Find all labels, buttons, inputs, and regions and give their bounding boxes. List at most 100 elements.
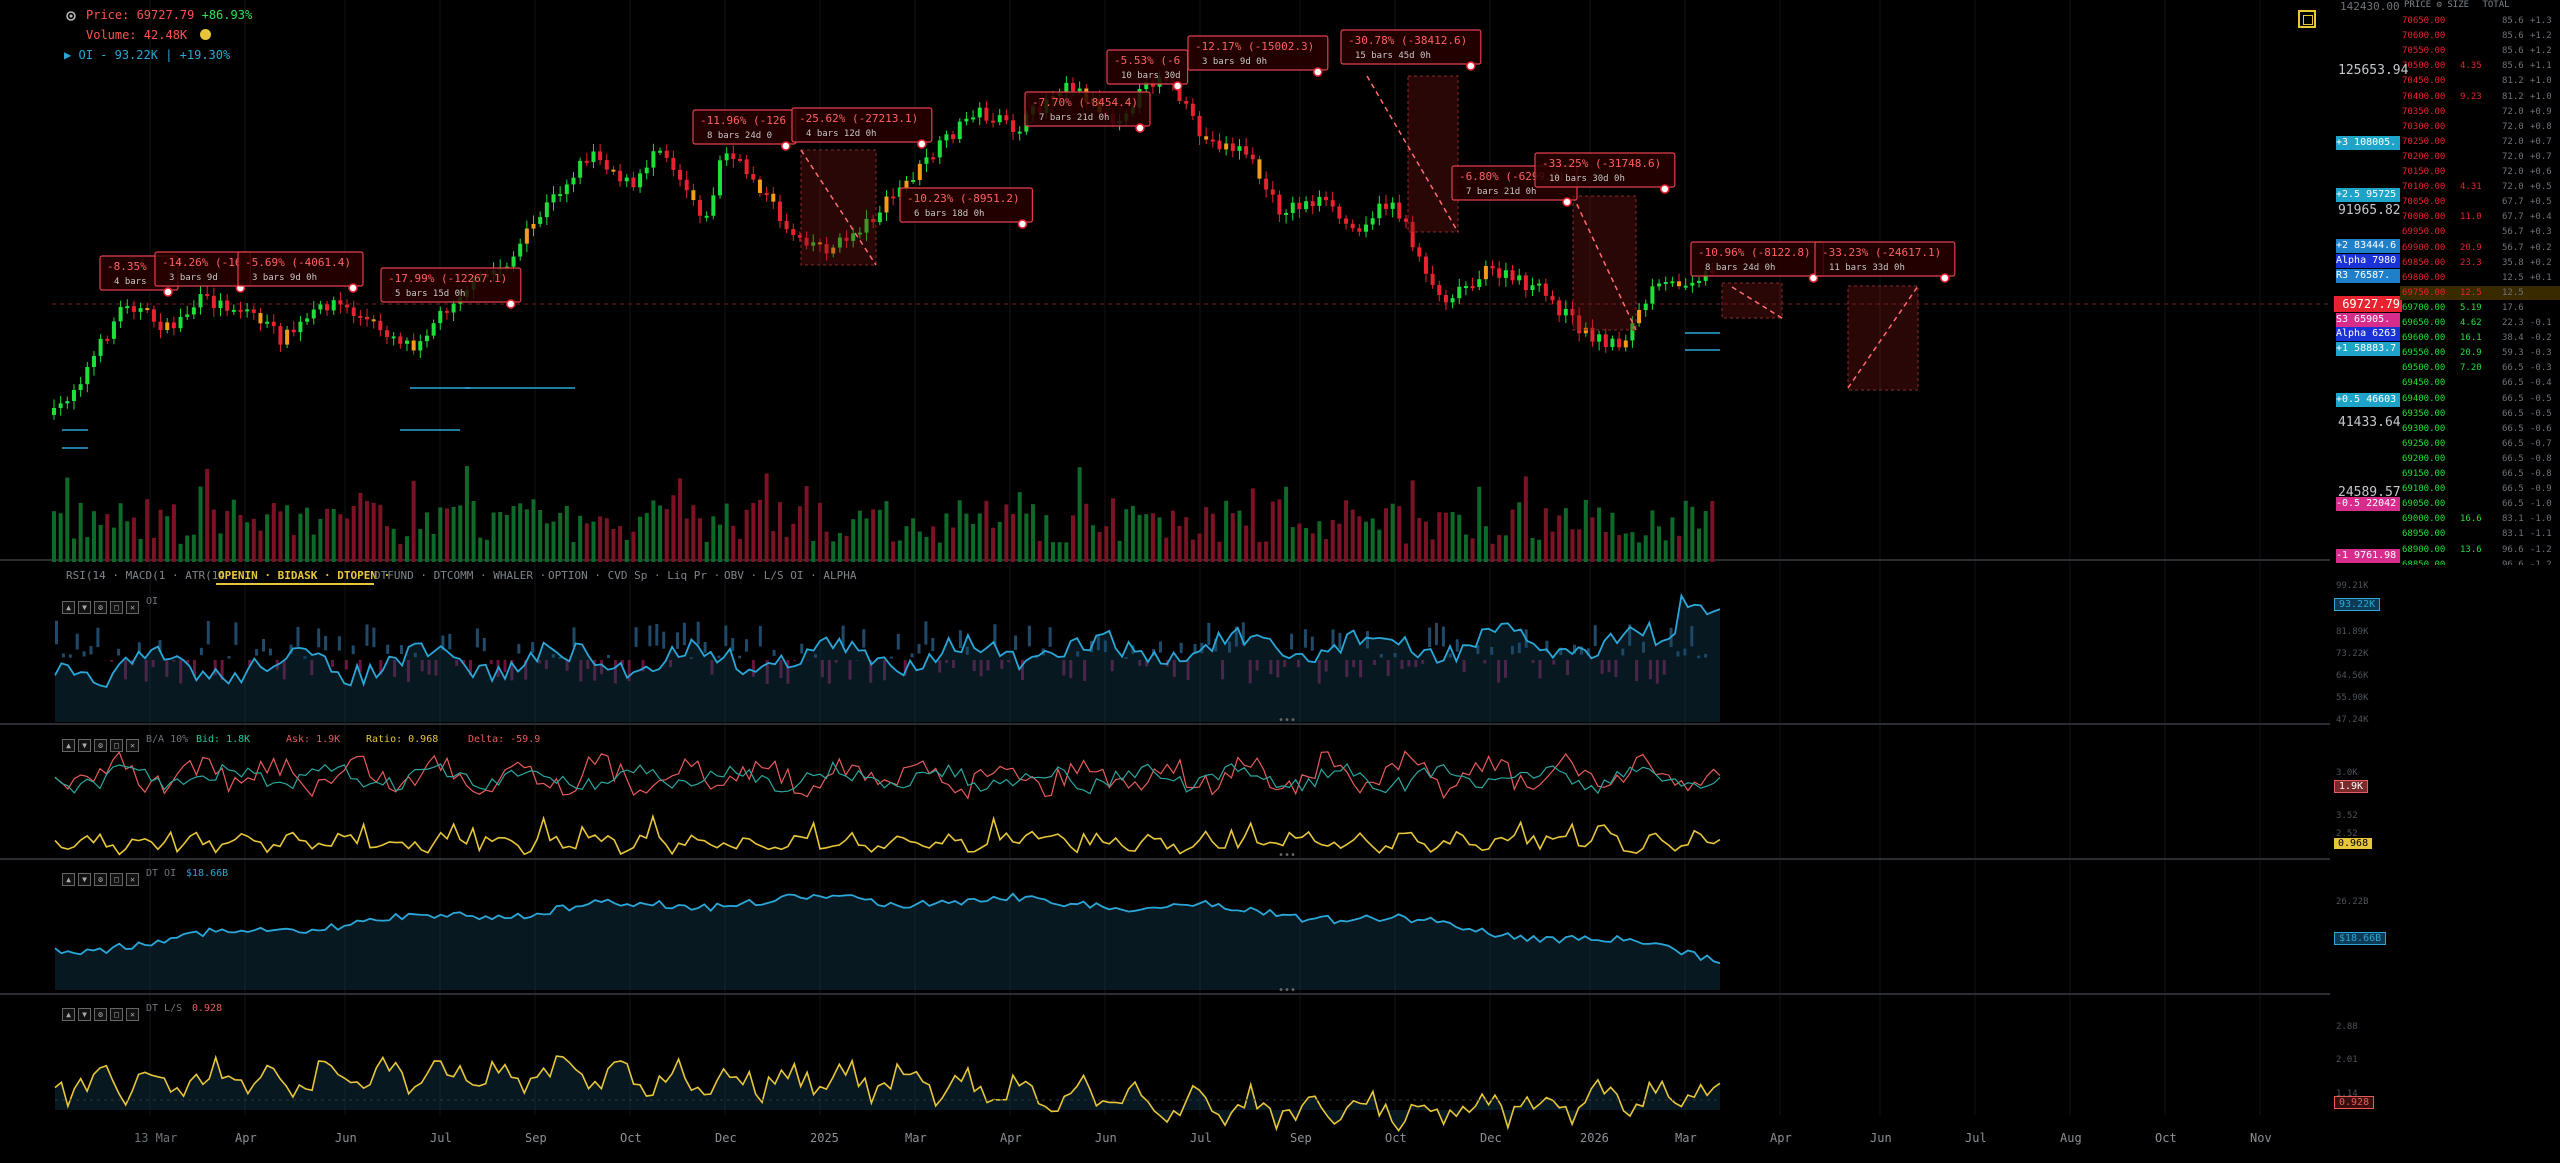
move-up-icon[interactable]: ▲ — [62, 601, 75, 614]
pane-axis-tick: 81.89K — [2336, 627, 2369, 637]
volume-bar — [1431, 539, 1435, 562]
volume-bar — [1184, 517, 1188, 562]
indicator-tab[interactable]: DTFUND · DTCOMM · WHALER · — [374, 569, 546, 582]
order-book-header-gear-icon[interactable]: ⚙ — [2437, 0, 2442, 10]
volume-bar — [665, 509, 669, 562]
pane-controls[interactable]: ▲▼⚙□✕ — [62, 867, 142, 881]
candle-body — [651, 151, 655, 167]
move-up-icon[interactable]: ▲ — [62, 1008, 75, 1021]
gear-icon[interactable]: ⚙ — [94, 601, 107, 614]
volume-toggle-icon[interactable] — [200, 29, 211, 40]
volume-bar — [625, 540, 629, 562]
pane-resize-handle[interactable]: ••• — [1278, 715, 1296, 726]
close-icon[interactable]: ✕ — [126, 873, 139, 886]
volume-bar — [845, 536, 849, 562]
volume-bar — [1590, 517, 1594, 562]
volume-bar — [1244, 526, 1248, 562]
gear-icon[interactable]: ⚙ — [94, 873, 107, 886]
pane-resize-handle[interactable]: ••• — [1278, 850, 1296, 861]
volume-bar — [1511, 510, 1515, 562]
price-axis-tick: 125653.94 — [2338, 63, 2408, 78]
pane-controls[interactable]: ▲▼⚙□✕ — [62, 1002, 142, 1016]
move-down-icon[interactable]: ▼ — [78, 601, 91, 614]
volume-bar — [498, 512, 502, 562]
move-up-icon[interactable]: ▲ — [62, 873, 75, 886]
candle-body — [1511, 270, 1515, 280]
indicator-tab[interactable]: RSI(14 · MACD(1 · ATR(14 · — [66, 569, 238, 582]
close-icon[interactable]: ✕ — [126, 601, 139, 614]
move-up-icon[interactable]: ▲ — [62, 739, 75, 752]
volume-bar — [791, 524, 795, 562]
pane-controls[interactable]: ▲▼⚙□✕ — [62, 733, 142, 747]
indicator-tab[interactable]: OPENIN · BIDASK · DTOPEN · — [218, 569, 390, 582]
gear-icon[interactable]: ⚙ — [94, 1008, 107, 1021]
close-icon[interactable]: ✕ — [126, 739, 139, 752]
candle-body — [751, 174, 755, 180]
order-book-price: 70300.00 — [2402, 120, 2445, 134]
maximize-icon[interactable]: □ — [110, 873, 123, 886]
maximize-icon[interactable]: □ — [110, 601, 123, 614]
gear-icon[interactable]: ⚙ — [94, 739, 107, 752]
indicator-tab[interactable]: OPTION · CVD Sp · Liq Pr · — [548, 569, 720, 582]
settings-icon[interactable] — [64, 8, 78, 27]
pane-axis-badge: $18.66B — [2334, 932, 2386, 945]
layout-square-icon[interactable] — [2298, 10, 2316, 28]
maximize-icon[interactable]: □ — [110, 739, 123, 752]
volume-bar — [485, 540, 489, 562]
indicator-tab[interactable]: OBV · L/S OI · ALPHA — [724, 569, 856, 582]
close-icon[interactable]: ✕ — [126, 1008, 139, 1021]
oi-histogram-bar — [931, 638, 934, 651]
pane-resize-handle[interactable]: ••• — [1278, 985, 1296, 996]
move-down-icon[interactable]: ▼ — [78, 873, 91, 886]
volume-bar — [345, 518, 349, 562]
order-book-pct: +0.7 — [2530, 150, 2552, 164]
pane-controls[interactable]: ▲▼⚙□✕ — [62, 595, 142, 609]
maximize-icon[interactable]: □ — [110, 1008, 123, 1021]
play-icon[interactable]: ▶ — [64, 48, 71, 62]
volume-bar — [1237, 511, 1241, 562]
move-down-icon[interactable]: ▼ — [78, 1008, 91, 1021]
oi-histogram-bar — [704, 642, 707, 653]
candle-body — [258, 313, 262, 323]
move-down-icon[interactable]: ▼ — [78, 739, 91, 752]
candle-body — [1524, 275, 1528, 290]
